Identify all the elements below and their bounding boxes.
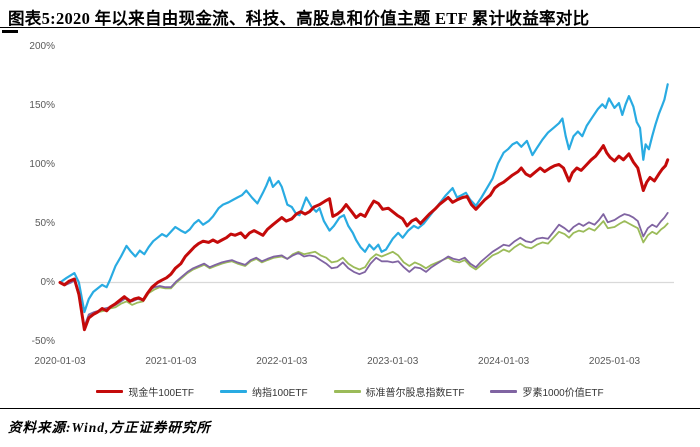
legend-line-swatch (490, 389, 518, 393)
title-left-dash (2, 30, 18, 33)
y-tick-label: -50% (31, 335, 55, 347)
x-tick-label: 2023-01-03 (367, 356, 419, 367)
chart-legend: 现金牛100ETF 纳指100ETF 标准普尔股息指数ETF 罗素1000价值ETF (0, 383, 700, 399)
legend-line-swatch (333, 389, 361, 393)
legend-label: 现金牛100ETF (128, 387, 194, 399)
x-tick-label: 2025-01-03 (588, 356, 641, 367)
y-tick-label: 200% (29, 40, 55, 52)
series-line-1 (58, 83, 669, 314)
legend-line-swatch (219, 389, 247, 393)
data-source-note: 资料来源:Wind,方正证券研究所 (8, 420, 211, 435)
legend-label: 标准普尔股息指数ETF (365, 387, 465, 399)
legend-item: 标准普尔股息指数ETF (333, 384, 465, 399)
legend-label: 纳指100ETF (251, 387, 308, 399)
plot-area (58, 83, 674, 332)
x-tick-label: 2021-01-03 (145, 356, 197, 367)
series-line-0 (58, 144, 670, 332)
legend-item: 现金牛100ETF (96, 384, 194, 399)
footer-separator (0, 408, 700, 409)
legend-item: 纳指100ETF (219, 384, 308, 399)
y-tick-label: 150% (29, 99, 55, 111)
series-line-2 (59, 220, 669, 329)
series-line-3 (59, 211, 669, 328)
x-tick-label: 2020-01-03 (34, 356, 86, 367)
title-underline (0, 27, 700, 28)
y-tick-label: 100% (29, 158, 55, 170)
y-tick-label: 0% (40, 276, 55, 288)
legend-line-swatch (96, 389, 124, 393)
x-tick-label: 2022-01-03 (256, 356, 308, 367)
cumulative-return-line-chart: 200% 150% 100% 50% 0% -50% 2020-01-03 2021-01-… (29, 40, 674, 367)
figure-title: 图表5:2020 年以来自由现金流、科技、高股息和价值主题 ETF 累计收益率对… (8, 9, 590, 28)
legend-label: 罗素1000价值ETF (522, 387, 604, 399)
y-tick-label: 50% (34, 217, 55, 229)
legend-item: 罗素1000价值ETF (490, 384, 604, 399)
x-tick-label: 2024-01-03 (478, 356, 530, 367)
